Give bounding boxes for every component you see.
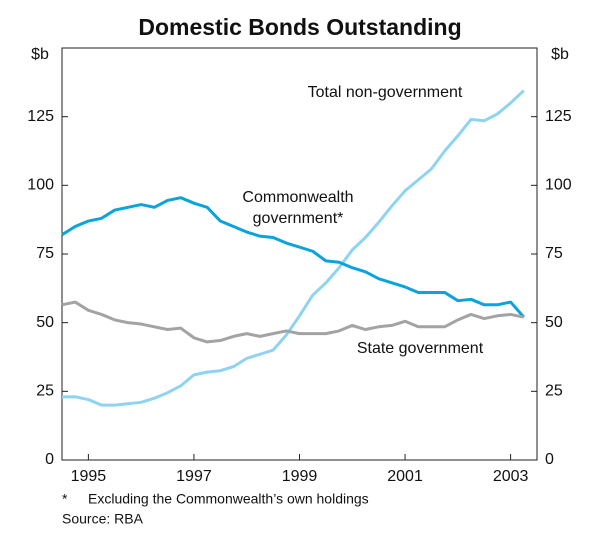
y-tick-label: 125 — [27, 108, 54, 125]
x-tick-label: 1995 — [71, 468, 107, 485]
y2-tick-label: 125 — [545, 108, 572, 125]
chart-title: Domestic Bonds Outstanding — [138, 14, 461, 40]
y2-axis-label: $b — [551, 46, 569, 63]
x-tick-label: 1999 — [282, 468, 318, 485]
footnote: Excluding the Commonwealth’s own holding… — [88, 491, 369, 507]
y-tick-label: 75 — [36, 245, 54, 262]
series-line — [61, 196, 525, 319]
source: Source: RBA — [62, 511, 144, 527]
series-label: Total non-government — [307, 84, 463, 101]
y-tick-label: 25 — [36, 383, 54, 400]
y2-tick-label: 100 — [545, 177, 572, 194]
series-label: Commonwealth government* — [242, 189, 354, 227]
y2-tick-label: 75 — [545, 245, 563, 262]
y2-tick-label: 0 — [545, 451, 554, 468]
x-tick-label: 2003 — [493, 468, 529, 485]
x-tick-label: 2001 — [387, 468, 423, 485]
y2-tick-label: 25 — [545, 383, 563, 400]
series-line — [62, 89, 525, 407]
footnote-marker: * — [62, 491, 68, 507]
plot-frame — [61, 47, 538, 461]
y2-tick-label: 50 — [545, 314, 563, 331]
x-tick-label: 1997 — [176, 468, 212, 485]
series-label: State government — [356, 340, 484, 357]
y-tick-label: 100 — [27, 177, 54, 194]
y-axis-label: $b — [31, 46, 49, 63]
y-tick-label: 50 — [36, 314, 54, 331]
series-line — [61, 300, 525, 344]
y-tick-label: 0 — [45, 451, 54, 468]
